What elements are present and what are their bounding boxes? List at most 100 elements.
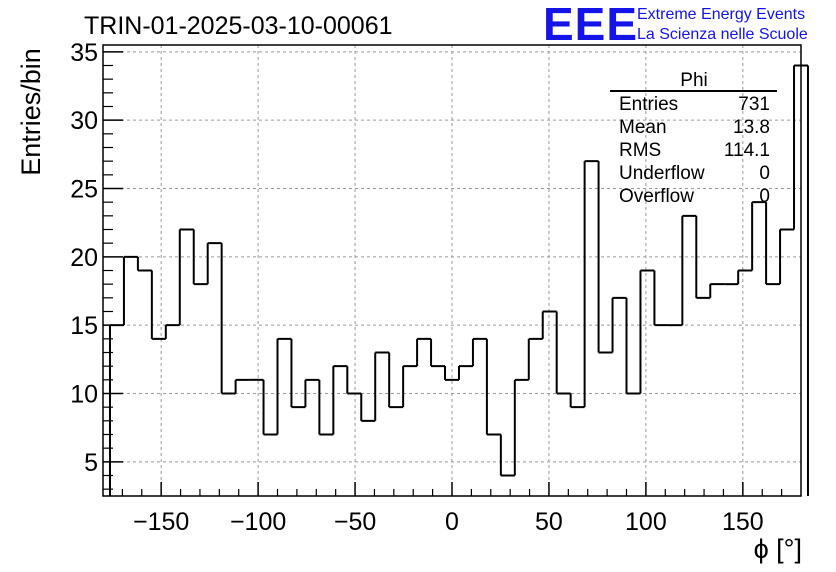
histogram-bin-step — [444, 366, 459, 381]
histogram-bin-step — [695, 215, 711, 299]
histogram-bin-step — [164, 324, 180, 339]
axis-ticks: −150 −100 −50 0 50 100 150 5 10 15 20 25 30 35 — [70, 39, 783, 536]
histogram-bin — [471, 337, 487, 367]
histogram-bin-step — [304, 378, 320, 408]
histogram-bin — [611, 296, 627, 353]
histogram-bin — [597, 161, 613, 354]
x-axis-label: ϕ [°] — [754, 534, 802, 564]
histogram-bin — [751, 201, 767, 271]
histogram-bin-step — [765, 202, 781, 286]
histogram-bin-step — [471, 337, 487, 367]
histogram-bin-step — [402, 365, 418, 408]
histogram-bin — [178, 228, 194, 326]
histogram-bin-step — [485, 338, 501, 436]
histogram-bin — [765, 202, 781, 286]
histogram-bin-step — [625, 297, 641, 395]
histogram-bin — [360, 393, 376, 422]
x-tick-label: −50 — [334, 508, 376, 536]
histogram-bin-step — [430, 338, 446, 368]
histogram-bin-step — [192, 229, 208, 286]
logo-line-1: Extreme Energy Events — [637, 6, 805, 23]
stats-value: 13.8 — [733, 117, 770, 138]
histogram-bin — [346, 366, 362, 395]
stats-value: 0 — [759, 186, 770, 207]
histogram-bin — [304, 378, 320, 408]
y-tick-label: 35 — [70, 39, 98, 67]
stats-row: Entries 731 — [619, 94, 770, 115]
histogram-bin-step — [318, 379, 334, 436]
histogram-bin — [625, 297, 641, 395]
y-axis-label: Entries/bin — [16, 48, 46, 176]
histogram-bin-step — [527, 337, 543, 380]
histogram-bin-step — [276, 337, 292, 435]
histogram-bin — [262, 379, 278, 436]
histogram-bin-step — [150, 270, 166, 340]
histogram-bin-step — [360, 393, 376, 422]
x-tick-label: 0 — [445, 508, 459, 536]
histogram-bin-step — [569, 393, 585, 409]
histogram-bin — [709, 283, 725, 298]
histogram-bin-step — [513, 378, 529, 476]
histogram-bin-step — [332, 365, 348, 435]
x-tick-label: −150 — [133, 508, 189, 536]
histogram-bin-step — [234, 378, 250, 394]
stats-label: Underflow — [619, 163, 705, 184]
histogram — [108, 64, 809, 496]
histogram-bin — [485, 338, 501, 436]
histogram-bin-step — [220, 243, 236, 395]
histogram-bin-step — [541, 310, 557, 339]
histogram-bin — [136, 256, 152, 272]
stats-row: RMS 114.1 — [619, 140, 770, 161]
histogram-bin — [569, 393, 585, 409]
histogram-bin — [653, 270, 669, 327]
y-tick-label: 25 — [70, 176, 98, 204]
histogram-bin — [332, 365, 348, 435]
histogram-bin-step — [122, 255, 138, 326]
histogram-bin — [234, 378, 250, 394]
histogram-bin — [541, 310, 557, 339]
histogram-bin-step — [597, 161, 613, 354]
histogram-bin-step — [262, 379, 278, 436]
histogram-bin-step — [709, 283, 725, 298]
histogram-bin — [220, 243, 236, 395]
histogram-bin-step — [751, 201, 767, 271]
y-tick-label: 30 — [70, 107, 98, 135]
stats-value: 114.1 — [724, 140, 770, 161]
histogram-bin — [150, 270, 166, 340]
x-tick-label: 100 — [625, 508, 667, 536]
y-tick-label: 20 — [70, 244, 98, 272]
histogram-bin — [779, 228, 795, 285]
histogram-bin — [164, 324, 180, 339]
histogram-bin-step — [346, 366, 362, 395]
x-tick-label: −100 — [230, 508, 286, 536]
histogram-bin — [583, 160, 599, 408]
stats-row: Underflow 0 — [619, 163, 770, 184]
histogram-bin-step — [178, 228, 194, 326]
histogram-bin-step — [206, 242, 222, 285]
histogram-bin-step — [499, 434, 515, 477]
stats-value: 731 — [738, 94, 770, 115]
histogram-bin — [374, 351, 390, 421]
histogram-bin-step — [653, 270, 669, 327]
histogram-bin — [527, 337, 543, 380]
stats-box: Phi Entries 731 Mean 13.8 RMS 114.1 Underflow 0… — [610, 70, 777, 207]
histogram-bin — [555, 311, 571, 395]
histogram-bin-step — [457, 365, 473, 380]
histogram-bin — [416, 337, 432, 367]
run-title: TRIN-01-2025-03-10-00061 — [84, 12, 393, 40]
grid — [103, 45, 801, 496]
stats-row: Overflow 0 — [619, 186, 770, 207]
histogram-bin-step — [737, 269, 753, 285]
x-tick-label: 150 — [722, 508, 764, 536]
stats-value: 0 — [759, 163, 770, 184]
histogram-bin — [737, 269, 753, 285]
histogram-bin-step — [639, 269, 655, 394]
y-tick-label: 10 — [70, 381, 98, 409]
histogram-bin — [430, 338, 446, 368]
histogram-bin-step — [583, 160, 599, 408]
stats-label: RMS — [619, 140, 661, 161]
histogram-bin — [388, 352, 404, 409]
histogram-bin — [695, 215, 711, 299]
y-tick-label: 15 — [70, 312, 98, 340]
